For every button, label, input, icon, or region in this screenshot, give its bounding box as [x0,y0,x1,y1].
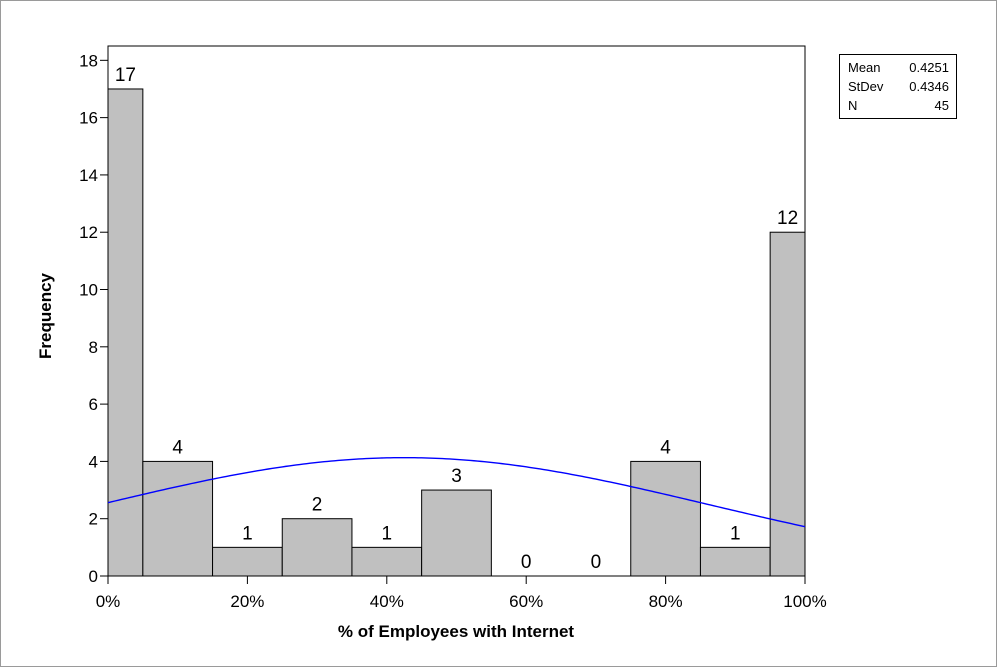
histogram-bar [630,460,701,577]
bar-count-label: 1 [730,523,741,544]
y-tick-label: 12 [79,223,98,242]
y-tick-label: 10 [79,281,98,300]
histogram-bar [351,546,423,577]
bar-count-label: 17 [115,65,136,86]
x-tick-label: 40% [370,592,404,611]
y-axis-title: Frequency [36,272,55,359]
y-tick-label: 6 [89,395,98,414]
y-tick-label: 0 [89,567,98,586]
stat-value: 0.4251 [909,60,949,75]
stat-value: 45 [934,98,949,113]
y-tick-label: 14 [79,166,98,185]
stat-value: 0.4346 [909,79,949,94]
y-tick-label: 4 [89,452,98,471]
bar-count-label: 0 [521,552,532,573]
x-tick-label: 20% [230,592,264,611]
normal-fit-curve [107,456,806,528]
y-axis: 0 2 4 6 8 10 12 14 16 18 [79,51,108,586]
y-tick-label: 8 [89,338,98,357]
histogram-bar [281,518,353,577]
bar-count-label: 1 [242,523,253,544]
histogram-bar [769,231,806,577]
bar-count-label: 4 [172,437,183,458]
bar-count-label: 4 [660,437,671,458]
x-tick-label: 0% [96,592,121,611]
x-tick-label: 60% [509,592,543,611]
stat-row-n: N 45 [840,96,956,115]
stat-row-mean: Mean 0.4251 [840,58,956,77]
x-tick-label: 100% [783,592,826,611]
statistics-legend: Mean 0.4251 StDev 0.4346 N 45 [839,54,957,119]
histogram-bar [699,546,771,577]
y-tick-label: 18 [79,51,98,70]
histogram-bar [107,88,144,577]
bar-count-label: 3 [451,466,462,487]
histogram-bar [142,460,214,577]
bar-count-label: 1 [382,523,393,544]
histogram-bar [212,546,283,577]
x-axis-title: % of Employees with Internet [338,622,574,641]
bar-count-label: 12 [777,208,798,229]
stat-label: StDev [848,79,884,94]
bar-count-label: 2 [312,495,323,516]
stat-label: Mean [848,60,881,75]
stat-label: N [848,98,858,113]
bars [107,88,806,577]
y-tick-label: 16 [79,109,98,128]
bar-count-label: 0 [591,552,602,573]
x-tick-label: 80% [649,592,683,611]
histogram-bar [421,489,492,577]
y-tick-label: 2 [89,510,98,529]
stat-row-stdev: StDev 0.4346 [840,77,956,96]
x-axis: 0% 20% 40% 60% 80% 100% [96,576,827,611]
